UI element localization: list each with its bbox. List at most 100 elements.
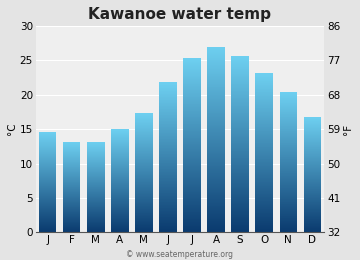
Bar xyxy=(231,175,249,176)
Bar xyxy=(231,177,249,178)
Bar xyxy=(256,217,273,218)
Bar xyxy=(303,150,321,151)
Bar xyxy=(159,226,177,227)
Bar xyxy=(279,190,297,191)
Bar xyxy=(303,198,321,199)
Bar xyxy=(207,217,225,218)
Bar xyxy=(63,192,81,193)
Bar xyxy=(279,197,297,198)
Bar xyxy=(63,148,81,149)
Bar xyxy=(303,122,321,123)
Bar xyxy=(39,144,57,145)
Bar xyxy=(87,192,104,193)
Bar xyxy=(279,203,297,204)
Bar xyxy=(279,196,297,197)
Bar xyxy=(159,213,177,214)
Bar xyxy=(231,173,249,174)
Bar xyxy=(207,227,225,228)
Bar xyxy=(159,125,177,126)
Bar xyxy=(256,94,273,95)
Bar xyxy=(63,186,81,187)
Bar xyxy=(207,85,225,86)
Bar xyxy=(159,190,177,191)
Bar xyxy=(159,141,177,142)
Bar xyxy=(279,103,297,104)
Bar xyxy=(303,193,321,194)
Bar xyxy=(63,214,81,215)
Bar xyxy=(87,224,104,225)
Bar xyxy=(63,176,81,177)
Bar xyxy=(63,161,81,162)
Bar xyxy=(256,125,273,126)
Bar xyxy=(256,91,273,92)
Bar xyxy=(183,82,201,83)
Bar xyxy=(231,192,249,193)
Bar xyxy=(279,138,297,139)
Bar xyxy=(279,178,297,179)
Bar xyxy=(39,140,57,141)
Bar xyxy=(159,94,177,95)
Bar xyxy=(256,190,273,191)
Bar xyxy=(231,193,249,194)
Bar xyxy=(111,130,129,131)
Bar xyxy=(231,118,249,119)
Bar xyxy=(279,224,297,225)
Bar xyxy=(159,111,177,112)
Bar xyxy=(207,208,225,209)
Bar xyxy=(87,186,104,187)
Bar xyxy=(87,229,104,230)
Bar xyxy=(207,206,225,207)
Bar xyxy=(135,144,153,145)
Bar xyxy=(231,182,249,183)
Bar xyxy=(279,204,297,205)
Bar xyxy=(183,130,201,131)
Bar xyxy=(183,149,201,150)
Bar xyxy=(183,146,201,147)
Bar xyxy=(303,166,321,167)
Bar xyxy=(87,151,104,152)
Bar xyxy=(63,143,81,144)
Bar xyxy=(207,178,225,179)
Bar xyxy=(279,146,297,147)
Bar xyxy=(256,213,273,214)
Bar xyxy=(231,223,249,224)
Bar xyxy=(303,199,321,200)
Bar xyxy=(159,215,177,216)
Bar xyxy=(159,179,177,180)
Bar xyxy=(63,221,81,222)
Bar xyxy=(135,209,153,210)
Bar xyxy=(111,224,129,225)
Bar xyxy=(279,100,297,101)
Bar xyxy=(39,215,57,216)
Bar xyxy=(159,108,177,109)
Bar xyxy=(231,179,249,180)
Bar xyxy=(159,217,177,218)
Bar xyxy=(256,152,273,153)
Bar xyxy=(256,200,273,201)
Bar xyxy=(63,163,81,164)
Bar xyxy=(135,145,153,146)
Bar xyxy=(183,114,201,115)
Bar xyxy=(39,200,57,201)
Bar xyxy=(207,218,225,219)
Bar xyxy=(159,210,177,211)
Bar xyxy=(39,163,57,164)
Bar xyxy=(279,127,297,128)
Bar xyxy=(279,118,297,119)
Bar xyxy=(111,151,129,152)
Bar xyxy=(135,201,153,202)
Bar xyxy=(159,192,177,193)
Bar xyxy=(183,182,201,183)
Bar xyxy=(207,102,225,103)
Bar xyxy=(207,54,225,55)
Bar xyxy=(256,119,273,120)
Bar xyxy=(303,140,321,141)
Bar xyxy=(256,98,273,99)
Bar xyxy=(207,147,225,148)
Bar xyxy=(207,173,225,174)
Bar xyxy=(279,222,297,223)
Bar xyxy=(111,147,129,148)
Bar xyxy=(303,195,321,196)
Bar xyxy=(207,213,225,214)
Bar xyxy=(63,226,81,227)
